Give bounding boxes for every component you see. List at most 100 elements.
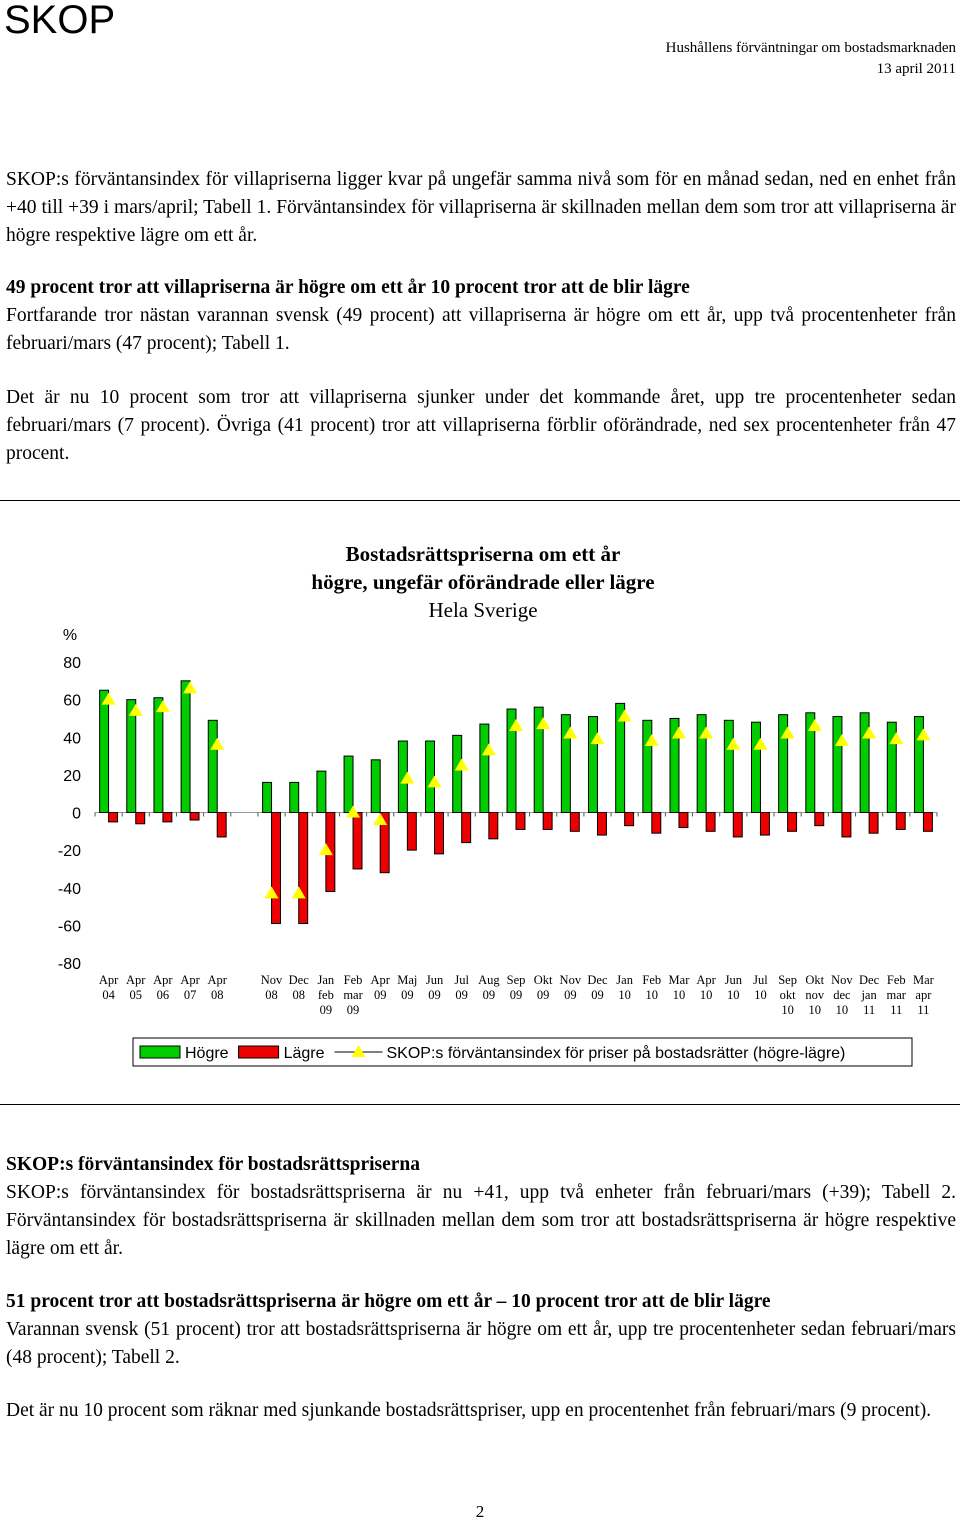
- index-marker: [862, 726, 877, 739]
- bar: [289, 781, 300, 814]
- bar: [805, 712, 816, 814]
- chart-title: Bostadsrättspriserna om ett år: [346, 542, 621, 566]
- bar: [787, 812, 798, 832]
- bar: [750, 721, 761, 814]
- legend-swatch: [238, 1045, 280, 1059]
- x-tick-label: Jul 09: [454, 973, 469, 1002]
- bar: [262, 781, 273, 814]
- index-marker: [644, 734, 659, 747]
- bar: [99, 689, 110, 813]
- index-marker: [318, 843, 333, 856]
- bar: [678, 812, 689, 829]
- index-marker: [264, 886, 279, 899]
- paragraph: Varannan svensk (51 procent) tror att bo…: [6, 1319, 956, 1368]
- x-tick-label: Sep okt 10: [778, 973, 797, 1017]
- bar: [406, 812, 417, 851]
- bar: [216, 812, 227, 838]
- paragraph: SKOP:s förväntansindex för bostadsrättsp…: [6, 1182, 956, 1259]
- bar: [108, 812, 119, 823]
- rule: [0, 1104, 960, 1105]
- bar: [379, 812, 390, 874]
- bar: [596, 812, 607, 836]
- bar: [461, 812, 472, 844]
- bar: [434, 812, 444, 855]
- x-tick-label: Mar 10: [668, 973, 690, 1002]
- chart-title: högre, ungefär oförändrade eller lägre: [311, 570, 654, 594]
- index-marker: [155, 700, 170, 713]
- index-marker: [889, 732, 904, 745]
- bar: [669, 717, 680, 813]
- rule: [0, 500, 960, 501]
- bar: [162, 812, 173, 823]
- x-tick-label: Sep 09: [506, 973, 526, 1002]
- index-marker: [481, 743, 496, 756]
- index-marker: [128, 703, 143, 716]
- x-tick-label: Apr 06: [153, 973, 173, 1002]
- x-tick-label: Dec 08: [288, 973, 309, 1002]
- bar: [732, 812, 743, 838]
- x-tick-label: Jun 10: [724, 973, 742, 1002]
- bar: [886, 721, 897, 814]
- x-tick-label: Nov dec 10: [831, 973, 853, 1017]
- bar: [759, 812, 770, 836]
- bar: [488, 812, 499, 840]
- index-marker: [509, 718, 523, 731]
- index-marker: [210, 737, 225, 750]
- paragraph: Det är nu 10 procent som räknar med sjun…: [6, 1400, 932, 1421]
- index-marker: [427, 775, 442, 788]
- bar: [479, 723, 490, 813]
- heading: SKOP:s förväntansindex för bostadsrättsp…: [6, 1154, 421, 1175]
- index-marker: [726, 737, 741, 750]
- bar: [651, 812, 662, 834]
- heading: 51 procent tror att bostadsrättspriserna…: [6, 1291, 771, 1312]
- x-tick-label: Jan 10: [616, 973, 633, 1002]
- y-tick-label: 40: [63, 730, 81, 747]
- bar: [533, 706, 544, 814]
- bar: [189, 812, 200, 821]
- y-tick-label: 60: [63, 693, 81, 710]
- x-tick-label: Feb mar 09: [343, 973, 363, 1017]
- x-tick-label: Apr 08: [207, 973, 227, 1002]
- bar: [343, 755, 354, 813]
- y-axis-label: %: [63, 627, 77, 644]
- index-marker: [536, 717, 551, 730]
- bar: [832, 716, 843, 814]
- report-info: Hushållens förväntningar om bostadsmarkn…: [666, 38, 956, 80]
- x-tick-label: Jul 10: [753, 973, 768, 1002]
- bar: [452, 734, 463, 814]
- paragraph: Fortfarande tror nästan varannan svensk …: [6, 305, 956, 354]
- brand: SKOP: [4, 0, 116, 42]
- index-marker: [780, 726, 795, 739]
- heading: 49 procent tror att villapriserna är hög…: [6, 277, 690, 298]
- y-tick-label: -20: [58, 843, 81, 860]
- x-tick-label: Feb mar 11: [886, 973, 906, 1017]
- index-marker: [183, 681, 198, 694]
- legend-label: SKOP:s förväntansindex för priser på bos…: [387, 1044, 846, 1062]
- index-marker: [346, 805, 361, 818]
- bar: [316, 770, 327, 813]
- x-tick-label: Apr 05: [126, 973, 146, 1002]
- index-marker: [699, 726, 714, 739]
- x-tick-label: Apr 10: [696, 973, 716, 1002]
- index-marker: [101, 692, 116, 705]
- x-tick-label: Apr 07: [180, 973, 200, 1002]
- bar: [569, 812, 580, 832]
- paragraph: SKOP:s förväntansindex för villapriserna…: [6, 169, 956, 246]
- x-tick-label: Jun 09: [425, 973, 444, 1002]
- bar: [814, 812, 825, 827]
- x-tick-label: Nov 08: [260, 973, 283, 1002]
- bar: [868, 812, 879, 834]
- bar: [859, 712, 870, 814]
- index-marker: [454, 758, 469, 771]
- bar: [515, 812, 526, 830]
- bar: [271, 812, 282, 924]
- legend-label: Lägre: [284, 1045, 325, 1062]
- y-tick-label: -60: [58, 918, 81, 935]
- bar: [624, 812, 635, 827]
- x-tick-label: Aug 09: [478, 973, 500, 1002]
- y-tick-label: -80: [58, 956, 81, 973]
- bar: [841, 812, 852, 838]
- x-tick-label: Maj 09: [397, 973, 418, 1002]
